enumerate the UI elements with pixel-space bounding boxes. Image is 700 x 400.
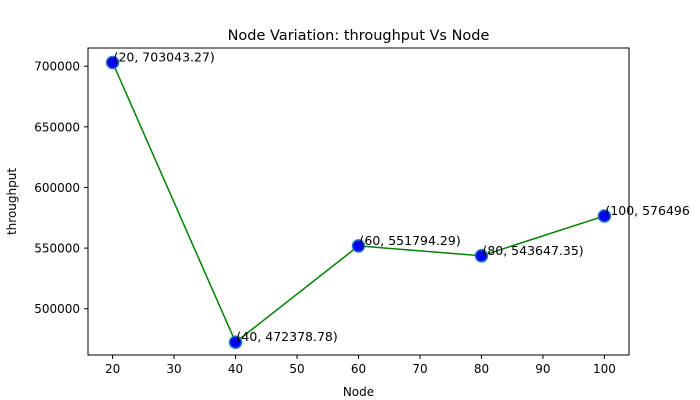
x-tick-label: 70 — [412, 362, 427, 376]
x-tick-label: 60 — [351, 362, 366, 376]
chart-title: Node Variation: throughput Vs Node — [228, 28, 490, 44]
x-tick-label: 20 — [105, 362, 120, 376]
x-axis-ticks: 20 30 40 50 60 70 80 90 100 — [105, 355, 616, 376]
data-point-label: (60, 551794.29) — [360, 233, 461, 248]
y-axis-label: throughput — [5, 168, 19, 235]
data-point-marker — [351, 239, 366, 253]
data-point-marker — [228, 335, 243, 349]
data-point-label: (40, 472378.78) — [237, 329, 338, 344]
x-tick-label: 80 — [474, 362, 489, 376]
x-tick-label: 50 — [289, 362, 304, 376]
x-axis-label: Node — [343, 385, 374, 399]
y-tick-label: 550000 — [34, 242, 80, 256]
x-tick-label: 40 — [228, 362, 243, 376]
x-tick-label: 100 — [593, 362, 616, 376]
plot-area — [87, 47, 630, 356]
y-axis-ticks: 500000 550000 600000 650000 700000 — [34, 60, 88, 316]
data-point-marker — [474, 249, 489, 263]
y-tick-label: 700000 — [34, 60, 80, 74]
data-point-label: (100, 576496 — [605, 203, 689, 218]
data-point-label: (20, 703043.27) — [114, 50, 215, 65]
data-point-label: (80, 543647.35) — [482, 243, 583, 258]
data-point-marker — [597, 209, 612, 223]
data-point-marker — [105, 55, 120, 70]
y-tick-label: 600000 — [34, 181, 80, 195]
y-tick-label: 650000 — [34, 120, 80, 134]
y-tick-label: 500000 — [34, 302, 80, 316]
point-labels: (20, 703043.27) (40, 472378.78) (60, 55179… — [114, 50, 690, 345]
x-tick-label: 90 — [535, 362, 550, 376]
series-markers — [105, 55, 612, 349]
x-tick-label: 30 — [166, 362, 181, 376]
